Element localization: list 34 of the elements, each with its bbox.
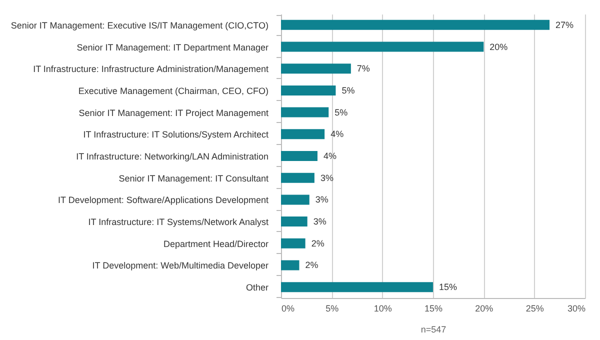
x-tick-label: 20%	[475, 304, 494, 314]
x-tick-label: 0%	[282, 304, 295, 314]
y-tick-label: Department Head/Director	[163, 238, 268, 249]
data-label: 4%	[323, 151, 336, 161]
data-label: 5%	[334, 107, 348, 118]
data-label: 2%	[305, 260, 318, 270]
y-tick-label: IT Development: Software/Applications Development	[58, 195, 269, 206]
y-tick-label: Other	[246, 282, 268, 293]
x-tick-label: 15%	[424, 304, 443, 314]
y-tick-label: Senior IT Management: IT Project Management	[78, 108, 269, 118]
data-label: 2%	[311, 238, 324, 248]
data-label: 20%	[490, 42, 508, 52]
y-tick-label: IT Development: Web/Multimedia Developer	[92, 260, 268, 271]
x-tick-label: 5%	[326, 304, 339, 314]
data-label: 4%	[330, 129, 344, 140]
data-label: 3%	[320, 172, 334, 183]
y-tick-label: IT Infrastructure: Networking/LAN Administration	[76, 152, 268, 162]
y-tick-label: Senior IT Management: Executive IS/IT Management (CIO,CTO)	[10, 20, 268, 30]
y-tick-label: IT Infrastructure: Infrastructure Administration/Management	[33, 64, 269, 74]
data-label: 15%	[439, 282, 458, 292]
data-label: 5%	[342, 85, 355, 96]
data-label: 7%	[356, 64, 370, 74]
data-label: 3%	[313, 216, 326, 227]
y-tick-label: IT Infrastructure: IT Systems/Network Analyst	[88, 217, 269, 228]
x-tick-label: 10%	[374, 304, 392, 314]
y-tick-label: IT Infrastructure: IT Solutions/System Architect	[83, 130, 269, 140]
x-tick-label: 30%	[567, 304, 586, 314]
x-axis-title: n=547	[420, 324, 446, 334]
y-tick-label: Senior IT Management: IT Department Manager	[76, 42, 268, 52]
y-tick-label: Senior IT Management: IT Consultant	[118, 173, 269, 184]
y-tick-label: Executive Management (Chairman, CEO, CFO)	[78, 86, 268, 96]
data-label: 3%	[315, 194, 328, 205]
x-tick-label: 25%	[526, 304, 544, 314]
data-label: 27%	[556, 20, 574, 30]
